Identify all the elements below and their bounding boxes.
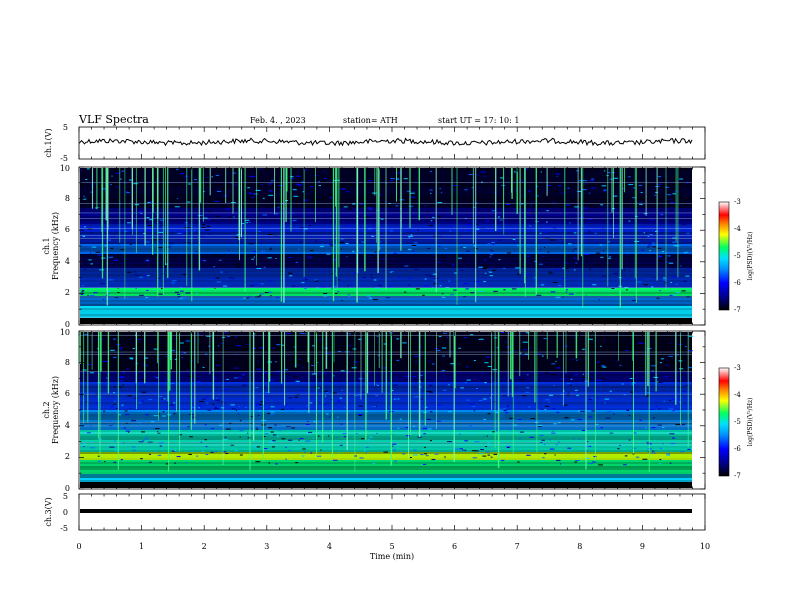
ch2-spectrogram-image [79, 332, 694, 488]
ch3-waveform-ylabel: ch.3(V) [44, 497, 53, 526]
time-axis: 0 1 2 3 4 5 6 7 8 9 10 Time (min) [76, 542, 710, 561]
figure-title: VLF Spectra [78, 113, 149, 126]
ch2-freq-tick-10: 10 [60, 328, 70, 337]
ch3-ytick-top: 5 [63, 492, 68, 501]
ch1-freq-tick-8: 8 [65, 194, 70, 203]
start-ut-label: start UT = 17: 10: 1 [438, 116, 519, 125]
ch2-cbar-tick-m3: -3 [734, 364, 741, 372]
xtick-0: 0 [76, 542, 81, 551]
ch1-freq-tick-4: 4 [65, 257, 70, 266]
date-label: Feb. 4. , 2023 [250, 116, 306, 125]
ch1-colorbar: -3 -4 -5 -6 -7 log(PSD)(V²/Hz) [718, 198, 754, 314]
ch2-cbar-tick-m7: -7 [734, 472, 741, 480]
ch1-freq-tick-6: 6 [65, 225, 70, 234]
ch2-freq-tick-0: 0 [65, 484, 70, 493]
ch1-spectrogram-panel: 0 2 4 6 8 10 ch.1 Frequency (kHz) [42, 164, 706, 329]
xtick-4: 4 [327, 542, 332, 551]
ch3-waveform-panel: 5 0 -5 ch.3(V) [44, 492, 706, 533]
ch2-cbar-tick-m6: -6 [734, 445, 741, 453]
xtick-9: 9 [640, 542, 645, 551]
station-label: station= ATH [343, 116, 398, 125]
ch1-waveform-panel: 5 -5 ch.1(V) [44, 123, 706, 163]
ch2-colorbar: -3 -4 -5 -6 -7 log(PSD)(V²/Hz) [718, 364, 754, 480]
axis-ticks [78, 127, 706, 530]
xtick-8: 8 [577, 542, 582, 551]
ch1-colorbar-gradient [718, 201, 730, 311]
xtick-6: 6 [452, 542, 457, 551]
ch1-cbar-tick-m5: -5 [734, 252, 741, 260]
ch1-waveform-ylabel: ch.1(V) [44, 128, 53, 157]
ch2-freq-tick-4: 4 [65, 421, 70, 430]
ch1-cbar-tick-m3: -3 [734, 198, 741, 206]
ch1-freq-tick-0: 0 [65, 320, 70, 329]
ch1-freq-tick-2: 2 [65, 288, 70, 297]
ch2-cbar-tick-m4: -4 [734, 391, 741, 399]
ch2-colorbar-gradient [718, 367, 730, 477]
ch2-freq-tick-6: 6 [65, 389, 70, 398]
ch1-cbar-tick-m6: -6 [734, 279, 741, 287]
ch2-cbar-tick-m5: -5 [734, 418, 741, 426]
ch1-ytick-bottom: -5 [60, 154, 68, 163]
x-axis-label: Time (min) [370, 552, 414, 561]
ch1-freq-tick-10: 10 [60, 164, 70, 173]
ch3-ytick-mid: 0 [63, 508, 68, 517]
xtick-7: 7 [515, 542, 520, 551]
xtick-1: 1 [139, 542, 144, 551]
ch1-ytick-top: 5 [63, 123, 68, 132]
ch2-freq-tick-8: 8 [65, 358, 70, 367]
ch1-spectrogram-ylabel-freq: Frequency (kHz) [51, 212, 60, 280]
ch3-ytick-bottom: -5 [60, 524, 68, 533]
ch1-spectrogram-ylabel-channel: ch.1 [42, 237, 51, 254]
ch2-spectrogram-ylabel-freq: Frequency (kHz) [51, 376, 60, 444]
ch2-freq-tick-2: 2 [65, 452, 70, 461]
ch1-cbar-tick-m4: -4 [734, 225, 741, 233]
ch1-colorbar-label: log(PSD)(V²/Hz) [747, 232, 754, 281]
ch2-spectrogram-ylabel-channel: ch.2 [42, 401, 51, 418]
ch1-spectrogram-image [80, 168, 692, 324]
xtick-10: 10 [700, 542, 710, 551]
xtick-3: 3 [264, 542, 269, 551]
ch2-spectrogram-panel: 0 2 4 6 8 10 ch.2 Frequency (kHz) [42, 328, 706, 493]
ch1-waveform-trace [79, 137, 693, 147]
ch1-cbar-tick-m7: -7 [734, 306, 741, 314]
xtick-5: 5 [389, 542, 394, 551]
xtick-2: 2 [202, 542, 207, 551]
ch2-colorbar-label: log(PSD)(V²/Hz) [747, 398, 754, 447]
